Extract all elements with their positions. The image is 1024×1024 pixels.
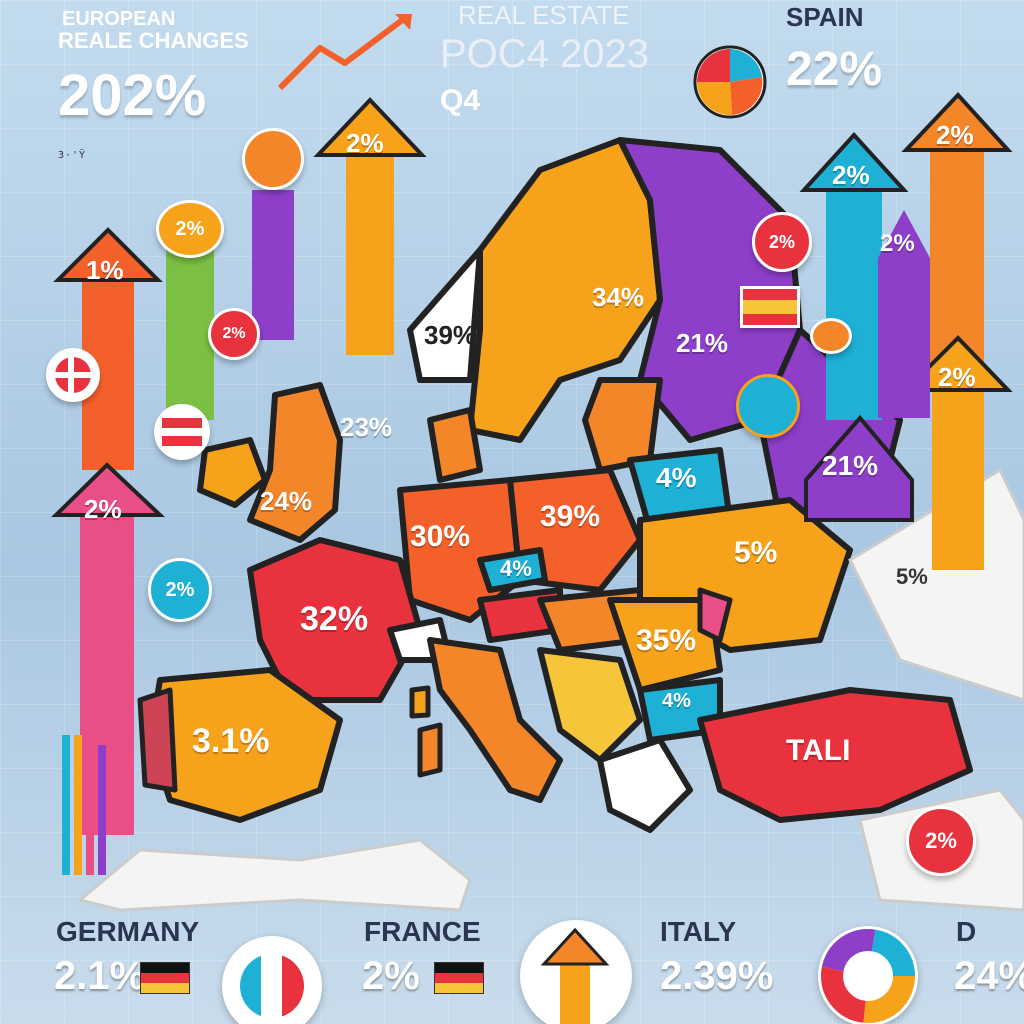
map-label-bulgaria: 4% [662,690,691,712]
map-region-norway-coast [407,247,483,383]
flag-icon [162,418,202,446]
header-right-value: 22% [786,43,883,96]
arrow-top-1 [313,97,427,355]
map-label-uk: 24% [260,486,313,516]
arrow-label-8: 2% [880,230,915,257]
arrow-label-5: 2% [936,120,974,150]
arrow-label-4: 2% [832,160,870,190]
footer-name-france: FRANCE [364,916,481,947]
map-region-baltics [582,377,663,473]
trend-arrow-icon [277,14,412,91]
map-label-germany: 30% [410,520,471,553]
map-label-ukraine: 5% [734,536,778,569]
header-title-line2: REALE CHANGES [58,28,249,53]
flag-spain-icon [740,286,800,328]
header-title-line1: EUROPEAN [62,8,176,30]
arrow-right-purple [878,210,930,418]
header-center-sub: POC4 2023 [440,32,650,76]
arrow-label-7: 21% [822,450,879,481]
map-region-sardinia [417,722,443,778]
map-label-norway: 39% [424,320,477,350]
map-region-balkans [537,647,643,763]
arrow-label-6: 2% [938,362,976,392]
badge-5: 2% [208,308,260,360]
trend-arrow-icon [540,927,610,1024]
footer-value-italy: 2.39% [660,954,774,998]
map-region-north-africa [76,838,472,912]
arrow-right-purple-2 [804,414,914,522]
footer-value-germany: 2.1% [54,954,146,998]
arrow-right-blue [799,132,909,420]
map-label-romania: 35% [636,624,697,657]
orb-badge-2 [736,374,800,438]
map-label-spain: 3.1% [192,722,270,760]
pie-chart-icon [693,45,767,119]
badge-1: 2% [156,200,224,258]
badge-4: 2% [148,558,212,622]
footer-name-germany: GERMANY [56,916,200,947]
map-label-caucasus: 5% [896,564,928,589]
footer-value-france: 2% [362,954,420,998]
map-region-denmark [427,407,483,483]
map-region-romania [607,597,723,693]
map-label-czech: 4% [500,556,532,581]
arrow-purple-left [252,190,294,340]
map-label-poland: 39% [540,500,601,533]
flag-icon [54,356,92,394]
arrow-right-orange [901,92,1013,370]
footer-name-italy: ITALY [660,916,737,947]
flag-badge-austria [154,404,210,460]
map-region-russia [617,137,803,443]
map-label-sea: 23% [340,412,393,442]
map-label-finland: 21% [676,328,729,358]
map-region-ireland [197,437,268,508]
badge-3: 2% [906,806,976,876]
header-big-value: 202% [58,63,207,128]
flag-icon [434,962,484,994]
map-region-portugal [137,687,178,793]
arrow-left-1 [53,227,163,470]
donut-chart-icon [821,929,915,1023]
footer-name-4: D [956,916,977,947]
map-region-corsica [409,685,431,719]
map-label-turkey: TALI [786,734,851,767]
arrow-label-3: 2% [346,128,384,158]
map-region-france [247,537,423,703]
dot-badge [810,318,852,354]
header-right-country: SPAIN [786,2,864,32]
arrow-green [166,250,214,420]
map-label-belarus: 4% [656,462,697,493]
header-center-title: REAL ESTATE [458,0,630,30]
footer-arrow-ring [520,920,632,1024]
arrow-right-orange-2 [901,335,1013,570]
badge-2: 2% [752,212,812,272]
flag-badge-denmark [46,348,100,402]
arrow-label-2: 2% [84,494,122,524]
france-flag-icon [240,954,304,1018]
footer-value-4: 24% [954,954,1024,998]
map-label-sweden: 34% [592,282,645,312]
map-region-czech [477,547,548,593]
arrow-label-1: 1% [86,255,124,285]
map-region-scandinavia [467,137,663,443]
mini-bar-chart [62,735,106,875]
map-label-france: 32% [300,600,369,638]
map-region-moldova [697,587,733,643]
map-region-italy [427,637,563,803]
footer-france-ring [222,936,322,1024]
map-region-greece [597,737,693,833]
tiny-text-1: 3·'Ÿ [58,150,87,161]
footer-donut-ring [818,926,918,1024]
header-center-q: Q4 [440,84,481,117]
orb-badge [242,128,304,190]
map-region-turkey [697,687,973,823]
germany-flag-icon [140,962,190,994]
